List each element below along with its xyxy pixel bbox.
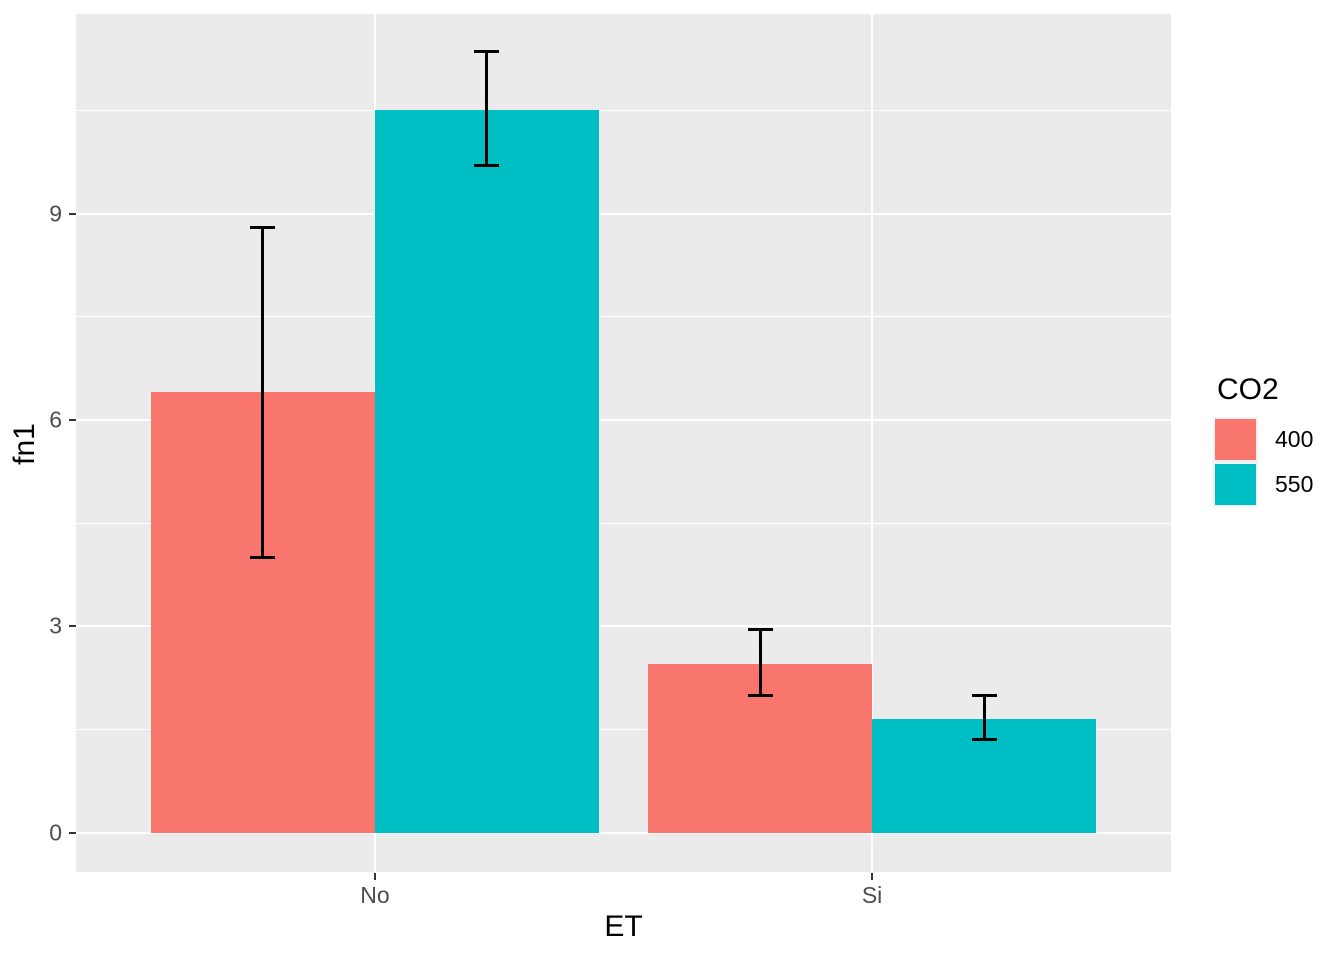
errorbar-No-400-stem [261, 227, 265, 558]
legend-entry-400: 400 [1213, 417, 1313, 462]
major-gridline-y-0 [76, 831, 1171, 834]
y-tick-label-0: 0 [49, 819, 62, 846]
errorbar-No-400-cap-bottom [250, 556, 276, 560]
minor-gridline-y-7.5 [76, 316, 1171, 318]
y-tick-label-6: 6 [49, 406, 62, 433]
minor-gridline-y-1.5 [76, 729, 1171, 731]
x-axis-title: ET [604, 910, 643, 943]
legend-swatch-400 [1215, 419, 1256, 460]
legend-label-550: 550 [1275, 471, 1314, 497]
errorbar-Si-400-stem [758, 629, 762, 696]
major-gridline-y-9 [76, 212, 1171, 215]
x-tick-No [373, 873, 376, 880]
minor-gridline-y-10.5 [76, 109, 1171, 111]
minor-gridline-y-4.5 [76, 522, 1171, 524]
legend-keys: 400 550 [1213, 417, 1313, 507]
legend-key-frame-550 [1213, 462, 1258, 507]
legend-entry-550: 550 [1213, 462, 1313, 507]
legend-title: CO2 [1217, 373, 1279, 406]
errorbar-Si-550-cap-bottom [971, 738, 997, 742]
major-gridline-y-6 [76, 418, 1171, 421]
errorbar-Si-400-cap-top [747, 628, 773, 632]
y-tick-9 [69, 212, 76, 215]
y-axis-title: fn1 [8, 423, 41, 465]
y-tick-label-3: 3 [49, 612, 62, 639]
errorbar-No-550-stem [485, 51, 489, 166]
errorbar-No-400-cap-top [250, 225, 276, 229]
errorbar-Si-550-cap-top [971, 693, 997, 697]
legend-swatch-550 [1215, 464, 1256, 505]
legend-key-frame-400 [1213, 417, 1258, 462]
y-tick-label-9: 9 [49, 200, 62, 227]
y-tick-0 [69, 831, 76, 834]
y-tick-6 [69, 418, 76, 421]
errorbar-Si-400-cap-bottom [747, 693, 773, 697]
errorbar-Si-550-stem [982, 695, 986, 740]
plot-panel [76, 14, 1171, 872]
errorbar-No-550-cap-top [474, 50, 500, 54]
y-tick-3 [69, 625, 76, 628]
errorbar-No-550-cap-bottom [474, 163, 500, 167]
x-tick-label-No: No [360, 882, 390, 908]
major-gridline-y-3 [76, 625, 1171, 628]
legend: CO2 400 550 [1213, 374, 1313, 507]
x-tick-label-Si: Si [861, 882, 883, 908]
legend-label-400: 400 [1275, 426, 1314, 452]
major-gridline-x-Si [871, 14, 874, 872]
x-tick-Si [871, 873, 874, 880]
bar-No-550 [374, 110, 599, 833]
